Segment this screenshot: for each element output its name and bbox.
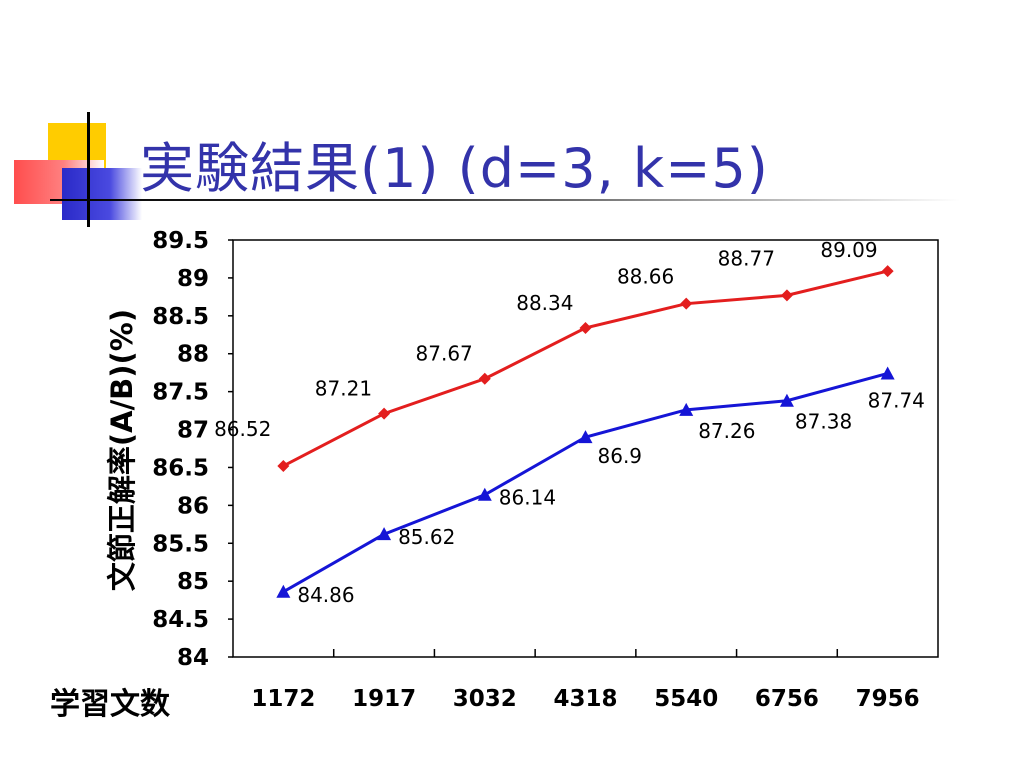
data-label: 89.09	[820, 238, 877, 262]
data-label: 84.86	[297, 583, 354, 607]
x-axis-label: 学習文数	[50, 687, 171, 722]
data-label: 86.14	[499, 486, 556, 510]
x-tick-label: 1917	[352, 686, 416, 712]
y-tick-label: 88	[177, 342, 209, 368]
y-tick-label: 86	[177, 493, 209, 519]
y-tick-label: 89	[177, 266, 209, 292]
data-point-triangle	[578, 430, 593, 444]
y-tick-label: 87.5	[152, 380, 209, 406]
data-point-diamond	[780, 289, 793, 302]
data-label: 87.67	[416, 342, 473, 366]
x-tick-label: 1172	[251, 686, 315, 712]
data-point-triangle	[477, 487, 492, 501]
data-point-triangle	[276, 584, 291, 598]
x-tick-label: 7956	[856, 686, 920, 712]
y-tick-label: 84	[177, 645, 209, 671]
data-label: 88.77	[718, 246, 775, 270]
data-label: 88.66	[617, 265, 674, 289]
plot-area	[232, 239, 939, 658]
x-tick-label: 4318	[553, 686, 617, 712]
y-tick-label: 86.5	[152, 455, 209, 481]
data-point-diamond	[579, 321, 592, 334]
data-point-diamond	[478, 372, 491, 385]
data-label: 86.52	[214, 417, 271, 441]
data-label: 87.21	[315, 377, 372, 401]
data-label: 85.62	[398, 525, 455, 549]
y-tick-label: 85.5	[152, 531, 209, 557]
data-label: 88.34	[516, 291, 573, 315]
series-line-2	[282, 371, 889, 594]
data-point-triangle	[880, 366, 895, 380]
deco-horizontal-line	[50, 199, 960, 201]
y-axis-label: 文節正解率(A/B)(%)	[105, 309, 139, 591]
data-point-diamond	[881, 265, 894, 278]
data-point-diamond	[378, 407, 391, 420]
data-label: 87.74	[868, 388, 925, 412]
x-tick-label: 3032	[453, 686, 517, 712]
data-label: 87.26	[698, 419, 755, 443]
y-tick-label: 87	[177, 418, 209, 444]
x-tick-label: 6756	[755, 686, 819, 712]
data-point-diamond	[680, 297, 693, 310]
data-point-triangle	[779, 393, 794, 407]
data-point-triangle	[377, 527, 392, 541]
y-tick-label: 88.5	[152, 304, 209, 330]
data-label: 87.38	[795, 410, 852, 434]
deco-blue-block	[62, 168, 142, 220]
y-tick-label: 89.5	[152, 228, 209, 254]
data-point-triangle	[679, 402, 694, 416]
slide-title: 実験結果(1) (d=3, k=5)	[140, 137, 769, 200]
y-tick-label: 84.5	[152, 607, 209, 633]
x-tick-label: 5540	[654, 686, 718, 712]
deco-vertical-line	[87, 112, 90, 227]
data-point-diamond	[277, 459, 290, 472]
y-tick-label: 85	[177, 569, 209, 595]
data-label: 86.9	[598, 444, 643, 468]
